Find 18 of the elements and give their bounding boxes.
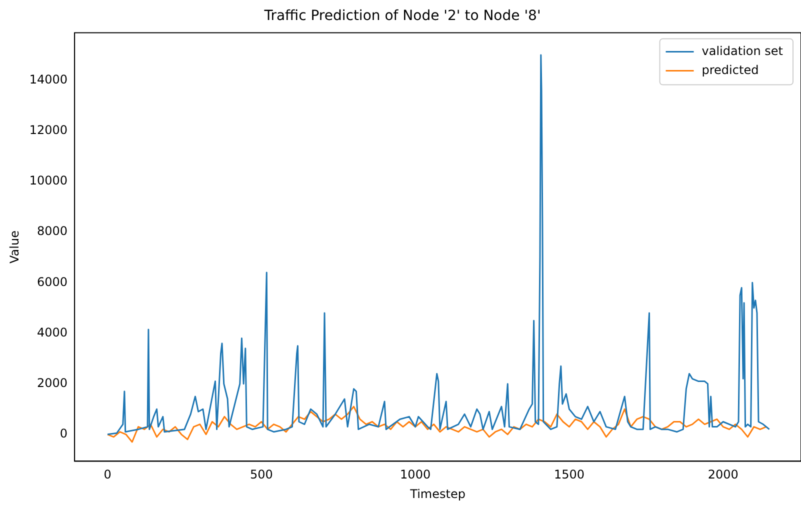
legend-label: validation set <box>702 44 784 58</box>
x-tick-label: 500 <box>250 468 273 482</box>
x-tick-label: 0 <box>104 468 112 482</box>
x-tick-label: 2000 <box>708 468 738 482</box>
y-tick-label: 2000 <box>37 376 68 390</box>
y-tick-label: 14000 <box>29 72 68 86</box>
x-axis-title: Timestep <box>409 486 466 501</box>
y-tick-label: 0 <box>60 426 68 441</box>
y-tick-label: 8000 <box>37 224 68 238</box>
y-tick-label: 10000 <box>29 174 68 188</box>
y-tick-label: 6000 <box>37 274 68 289</box>
chart-title: Traffic Prediction of Node '2' to Node '8' <box>263 8 541 24</box>
y-tick-label: 12000 <box>29 123 68 138</box>
y-tick-label: 4000 <box>37 325 68 340</box>
legend-label: predicted <box>702 62 759 77</box>
x-tick-label: 1000 <box>400 468 431 482</box>
y-axis-title: Value <box>7 230 22 264</box>
x-tick-label: 1500 <box>554 468 584 482</box>
